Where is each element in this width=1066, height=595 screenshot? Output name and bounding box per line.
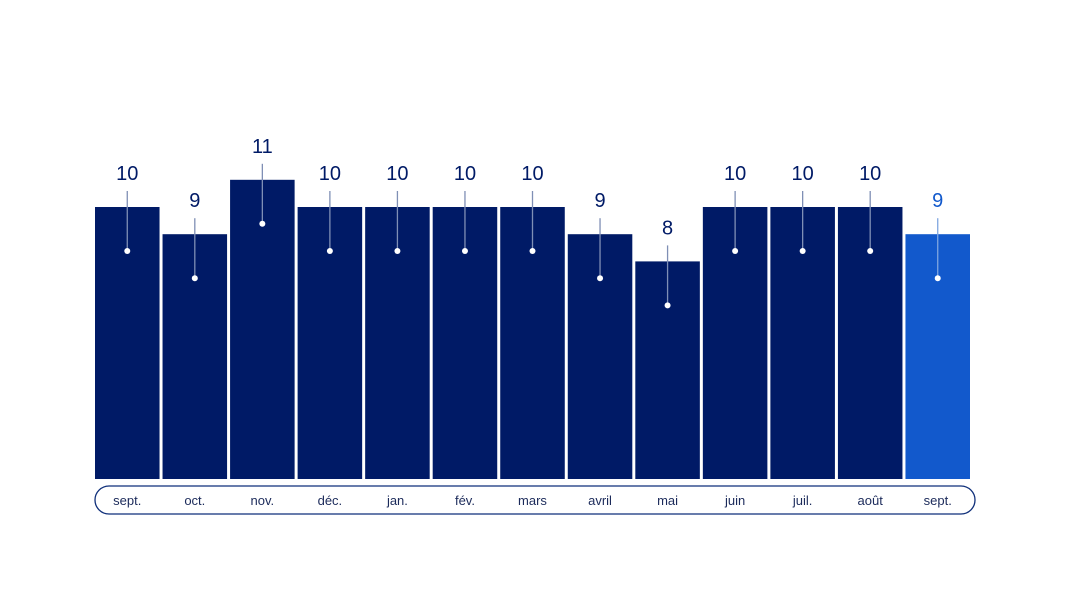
value-label-0: 10 — [116, 163, 138, 185]
bars-layer — [95, 179, 970, 480]
x-tick-label-1: oct. — [184, 493, 205, 508]
value-label-10: 10 — [792, 163, 814, 185]
value-dot-9 — [732, 248, 739, 254]
value-label-5: 10 — [454, 163, 476, 185]
value-dot-6 — [529, 248, 536, 254]
value-dot-3 — [326, 248, 333, 254]
value-dot-8 — [664, 302, 671, 309]
value-dot-7 — [597, 275, 604, 282]
x-tick-label-5: fév. — [455, 493, 475, 508]
value-label-4: 10 — [386, 163, 408, 185]
value-label-1: 9 — [189, 190, 200, 212]
value-dot-10 — [799, 248, 806, 254]
value-label-12: 9 — [932, 190, 943, 212]
value-label-6: 10 — [521, 163, 543, 185]
x-tick-label-6: mars — [518, 493, 547, 508]
x-tick-label-10: juil. — [792, 493, 813, 508]
value-label-3: 10 — [319, 163, 341, 185]
x-tick-label-9: juin — [724, 493, 745, 508]
x-tick-label-3: déc. — [318, 493, 343, 508]
x-tick-labels-layer: sept. oct. nov. déc. jan. fév. mars avril mai jui… — [113, 493, 952, 508]
x-tick-label-7: avril — [588, 493, 612, 508]
value-label-8: 8 — [662, 217, 673, 239]
x-tick-label-0: sept. — [113, 493, 141, 508]
value-dot-5 — [461, 248, 468, 254]
value-dot-0 — [124, 248, 131, 254]
connectors-layer — [124, 163, 941, 309]
x-tick-label-8: mai — [657, 493, 678, 508]
x-tick-label-4: jan. — [386, 493, 408, 508]
value-dot-4 — [394, 248, 401, 254]
value-dot-2 — [259, 220, 266, 227]
value-dot-11 — [867, 248, 874, 254]
value-labels-layer: 10 9 11 10 10 10 10 9 8 10 10 10 9 — [116, 136, 943, 240]
x-axis-pill — [94, 485, 976, 515]
x-tick-label-11: août — [858, 493, 884, 508]
bar-2 — [230, 179, 295, 480]
value-label-7: 9 — [594, 190, 605, 212]
value-dot-12 — [934, 275, 941, 282]
x-tick-label-12: sept. — [924, 493, 952, 508]
value-dot-1 — [191, 275, 198, 282]
value-label-9: 10 — [724, 163, 746, 185]
value-label-11: 10 — [859, 163, 881, 185]
value-label-2: 11 — [252, 136, 273, 158]
x-tick-label-2: nov. — [251, 493, 275, 508]
